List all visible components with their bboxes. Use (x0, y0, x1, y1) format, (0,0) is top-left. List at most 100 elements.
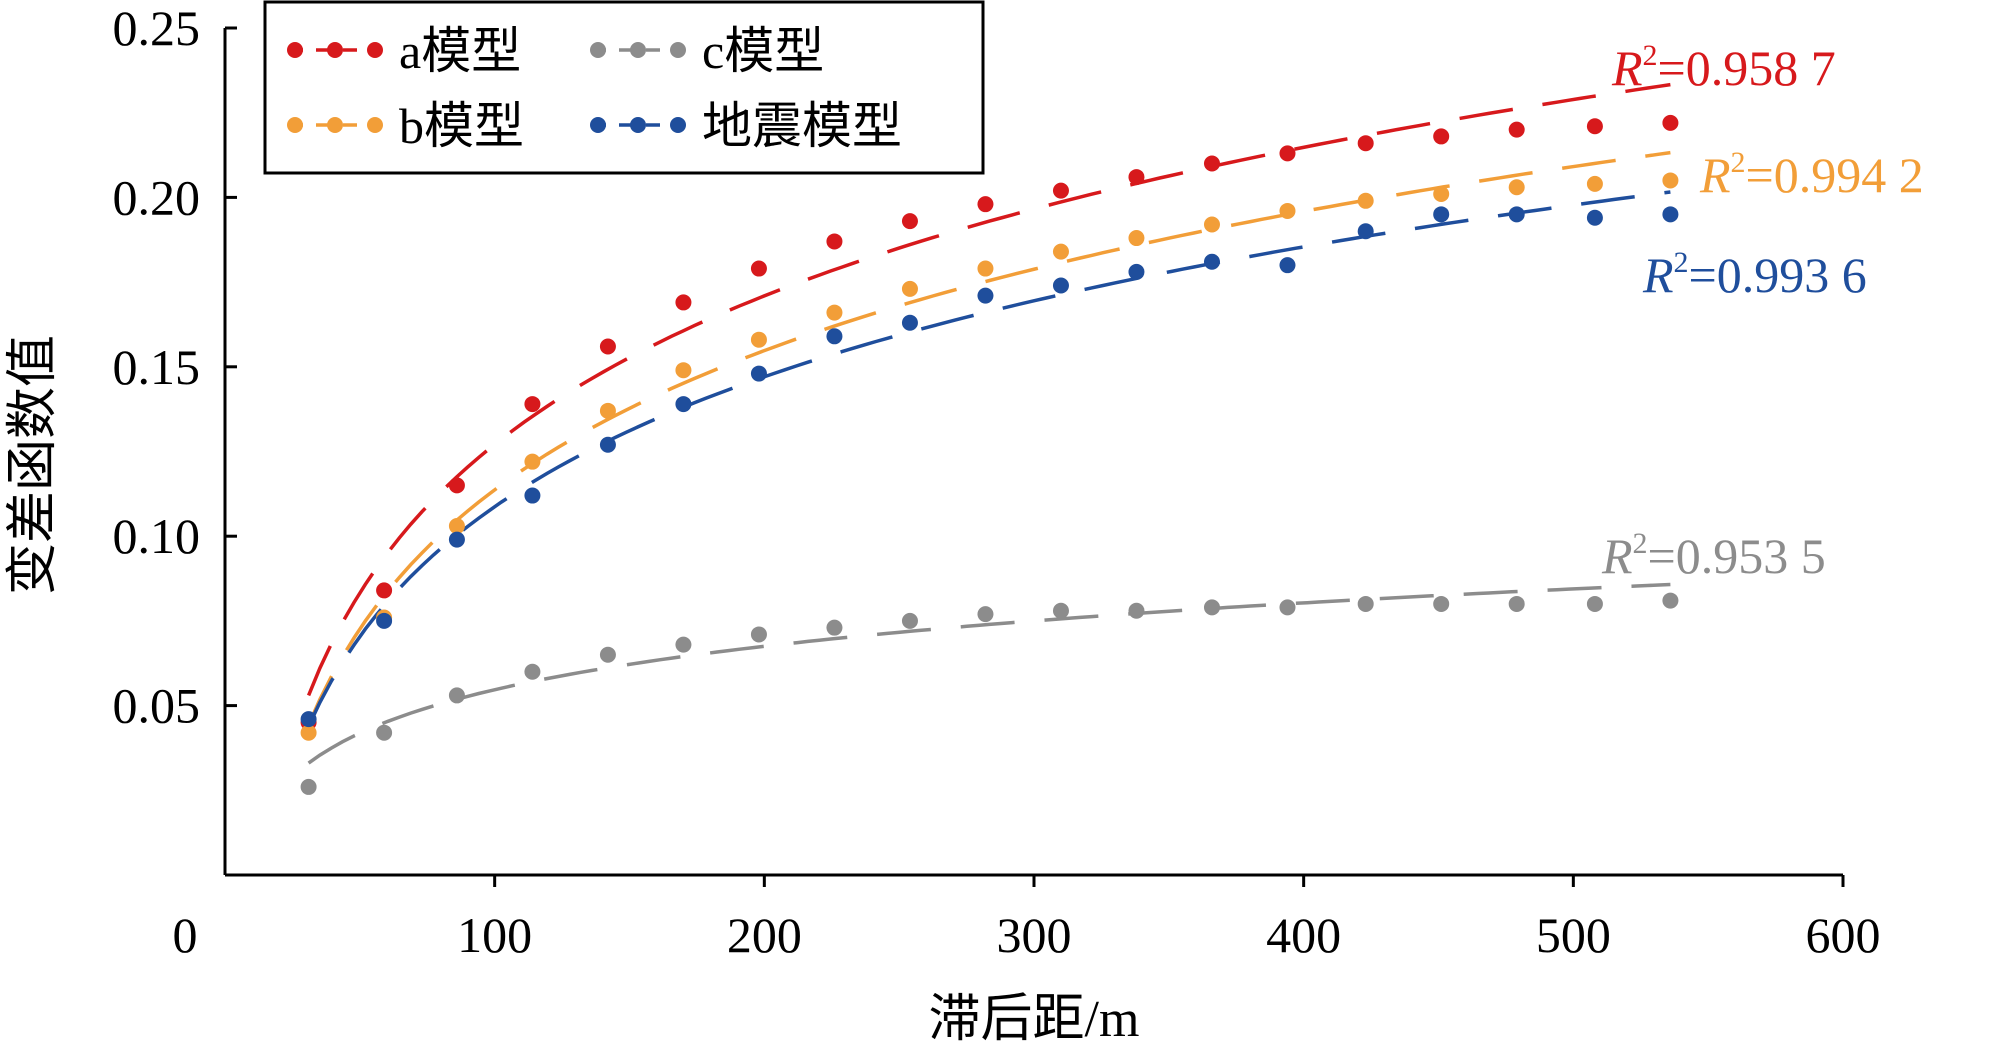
data-point-3 (675, 396, 692, 413)
data-point-0 (1357, 135, 1374, 152)
data-point-1 (448, 518, 465, 535)
y-tick-label: 0.25 (113, 0, 201, 56)
data-point-1 (1128, 230, 1145, 247)
legend-label-2: c模型 (702, 23, 824, 79)
data-point-0 (1508, 121, 1525, 138)
r2-value: =0.958 7 (1658, 40, 1836, 96)
data-point-3 (376, 612, 393, 629)
data-point-2 (1128, 602, 1145, 619)
r2-symbol: R (1611, 40, 1643, 96)
r2-superscript: 2 (1633, 527, 1648, 560)
data-point-3 (1128, 263, 1145, 280)
legend-label-1: b模型 (399, 98, 524, 154)
data-point-3 (599, 436, 616, 453)
fit-line-1 (306, 150, 1671, 726)
legend-swatch-marker-1 (287, 117, 303, 133)
data-point-3 (1508, 206, 1525, 223)
data-point-1 (1586, 175, 1603, 192)
data-point-0 (599, 338, 616, 355)
data-point-1 (1052, 243, 1069, 260)
data-point-3 (750, 365, 767, 382)
data-point-1 (977, 260, 994, 277)
x-tick-label: 400 (1266, 907, 1341, 963)
r2-superscript: 2 (1731, 146, 1746, 179)
data-point-0 (1586, 118, 1603, 135)
data-point-1 (901, 280, 918, 297)
x-axis-title: 滞后距/m (929, 991, 1140, 1048)
data-point-3 (1433, 206, 1450, 223)
data-point-0 (1433, 128, 1450, 145)
data-point-0 (1052, 182, 1069, 199)
data-point-2 (1433, 595, 1450, 612)
r2-value: =0.993 6 (1689, 247, 1867, 303)
data-point-3 (1662, 206, 1679, 223)
legend-box (263, 0, 985, 175)
y-tick-label: 0.10 (113, 508, 201, 564)
r2-superscript: 2 (1643, 39, 1658, 72)
legend-swatch-marker-3 (670, 117, 686, 133)
y-ticks: 0.05 0.10 0.15 0.20 0.25 (113, 0, 237, 734)
legend-swatch-marker-2 (590, 42, 606, 58)
x-tick-label: 100 (457, 907, 532, 963)
data-point-2 (1052, 602, 1069, 619)
data-point-0 (376, 582, 393, 599)
data-point-0 (675, 294, 692, 311)
r2-label-2: R2=0.953 5 (1601, 527, 1826, 584)
data-point-0 (1203, 155, 1220, 172)
x-tick-label: 300 (997, 907, 1072, 963)
r2-label-0: R2=0.958 7 (1611, 39, 1836, 96)
legend-swatch-marker-2 (630, 42, 646, 58)
fit-line-0 (306, 82, 1671, 697)
legend-label-3: 地震模型 (702, 98, 902, 154)
data-point-3 (1203, 253, 1220, 270)
data-point-3 (524, 487, 541, 504)
y-tick-label: 0.15 (113, 339, 201, 395)
data-point-3 (826, 328, 843, 345)
data-point-1 (1662, 172, 1679, 189)
data-point-3 (1586, 209, 1603, 226)
legend-swatch-marker-2 (670, 42, 686, 58)
fit-lines (306, 82, 1671, 765)
legend-swatch-marker-1 (327, 117, 343, 133)
data-point-0 (1279, 145, 1296, 162)
data-point-2 (448, 687, 465, 704)
data-point-1 (675, 362, 692, 379)
y-tick-label: 0.05 (113, 678, 201, 734)
r2-label-1: R2=0.994 2 (1699, 146, 1924, 203)
data-point-1 (599, 402, 616, 419)
legend-swatch-marker-0 (367, 42, 383, 58)
data-point-2 (1508, 595, 1525, 612)
legend-swatch-marker-1 (367, 117, 383, 133)
data-point-1 (1357, 192, 1374, 209)
data-point-0 (1662, 114, 1679, 131)
r2-symbol: R (1601, 528, 1633, 584)
r2-symbol: R (1699, 147, 1731, 203)
r2-labels: R2=0.958 7R2=0.994 2R2=0.953 5R2=0.993 6 (1601, 39, 1924, 584)
data-point-2 (826, 619, 843, 636)
data-point-2 (675, 636, 692, 653)
x-ticks: 0 100 200 300 400 500 600 (173, 875, 1881, 963)
legend-label-0: a模型 (399, 23, 521, 79)
r2-value: =0.953 5 (1648, 528, 1826, 584)
data-point-3 (300, 711, 317, 728)
legend: a模型 c模型 b模型 地震模型 (263, 0, 985, 175)
data-point-1 (826, 304, 843, 321)
r2-label-3: R2=0.993 6 (1642, 246, 1867, 303)
data-point-3 (977, 287, 994, 304)
data-point-2 (376, 724, 393, 741)
fit-line-2 (307, 582, 1671, 765)
data-point-2 (1586, 595, 1603, 612)
data-point-1 (1203, 216, 1220, 233)
data-point-0 (448, 477, 465, 494)
data-point-2 (300, 778, 317, 795)
data-point-3 (1279, 257, 1296, 274)
data-point-1 (524, 453, 541, 470)
data-point-0 (826, 233, 843, 250)
data-point-3 (1052, 277, 1069, 294)
data-point-3 (448, 531, 465, 548)
data-point-2 (524, 663, 541, 680)
legend-swatch-marker-3 (630, 117, 646, 133)
data-point-2 (977, 606, 994, 623)
data-points (300, 114, 1679, 795)
